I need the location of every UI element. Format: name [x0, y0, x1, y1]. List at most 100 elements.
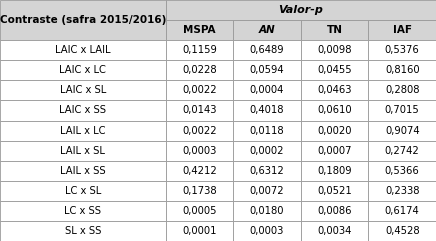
Text: LC x SS: LC x SS: [65, 206, 101, 216]
Bar: [0, 40, 166, 60]
Text: SL x SS: SL x SS: [65, 226, 101, 236]
Text: 0,2808: 0,2808: [385, 85, 419, 95]
Bar: [301, 141, 368, 161]
Bar: [233, 40, 301, 60]
Bar: [166, 80, 233, 100]
Text: 0,4018: 0,4018: [250, 106, 284, 115]
Text: 0,1738: 0,1738: [182, 186, 217, 196]
Text: 0,0455: 0,0455: [317, 65, 352, 75]
Text: 0,0003: 0,0003: [182, 146, 217, 156]
Bar: [166, 100, 233, 120]
Text: 0,7015: 0,7015: [385, 106, 419, 115]
Text: LAIC x SL: LAIC x SL: [60, 85, 106, 95]
Text: 0,6174: 0,6174: [385, 206, 419, 216]
Text: LAIL x SS: LAIL x SS: [60, 166, 106, 176]
Bar: [0, 221, 166, 241]
Bar: [233, 60, 301, 80]
Bar: [368, 60, 436, 80]
Bar: [368, 40, 436, 60]
Text: 0,0022: 0,0022: [182, 126, 217, 135]
Bar: [301, 201, 368, 221]
Bar: [166, 181, 233, 201]
Text: 0,0610: 0,0610: [317, 106, 352, 115]
Text: TN: TN: [327, 25, 343, 35]
Bar: [368, 100, 436, 120]
Bar: [301, 120, 368, 141]
Bar: [0, 161, 166, 181]
Text: Valor-p: Valor-p: [279, 5, 323, 15]
Text: 0,0228: 0,0228: [182, 65, 217, 75]
Bar: [368, 161, 436, 181]
Bar: [166, 0, 436, 20]
Bar: [0, 80, 166, 100]
Text: 0,0463: 0,0463: [317, 85, 352, 95]
Text: LAIC x SS: LAIC x SS: [59, 106, 106, 115]
Text: 0,4212: 0,4212: [182, 166, 217, 176]
Bar: [166, 141, 233, 161]
Text: LAIL x SL: LAIL x SL: [61, 146, 105, 156]
Text: 0,0002: 0,0002: [250, 146, 284, 156]
Bar: [301, 100, 368, 120]
Bar: [0, 201, 166, 221]
Bar: [0, 181, 166, 201]
Text: LAIL x LC: LAIL x LC: [60, 126, 106, 135]
Bar: [301, 221, 368, 241]
Bar: [233, 161, 301, 181]
Bar: [368, 201, 436, 221]
Text: 0,0001: 0,0001: [182, 226, 217, 236]
Text: 0,0020: 0,0020: [317, 126, 352, 135]
Bar: [368, 120, 436, 141]
Bar: [0, 120, 166, 141]
Text: 0,0004: 0,0004: [250, 85, 284, 95]
Text: 0,0098: 0,0098: [317, 45, 352, 55]
Text: 0,0034: 0,0034: [317, 226, 352, 236]
Text: 0,0007: 0,0007: [317, 146, 352, 156]
Bar: [233, 100, 301, 120]
Bar: [368, 80, 436, 100]
Text: 0,5366: 0,5366: [385, 166, 419, 176]
Bar: [233, 141, 301, 161]
Bar: [368, 181, 436, 201]
Text: 0,0003: 0,0003: [250, 226, 284, 236]
Bar: [233, 221, 301, 241]
Bar: [368, 141, 436, 161]
Bar: [233, 181, 301, 201]
Bar: [233, 120, 301, 141]
Bar: [368, 221, 436, 241]
Text: 0,6489: 0,6489: [250, 45, 284, 55]
Bar: [368, 20, 436, 40]
Text: 0,2338: 0,2338: [385, 186, 419, 196]
Bar: [0, 141, 166, 161]
Text: AN: AN: [259, 25, 276, 35]
Text: 0,9074: 0,9074: [385, 126, 419, 135]
Bar: [301, 181, 368, 201]
Bar: [233, 201, 301, 221]
Bar: [301, 80, 368, 100]
Bar: [166, 60, 233, 80]
Bar: [0, 0, 166, 40]
Bar: [0, 60, 166, 80]
Text: MSPA: MSPA: [183, 25, 216, 35]
Text: IAF: IAF: [393, 25, 412, 35]
Text: 0,2742: 0,2742: [385, 146, 419, 156]
Bar: [166, 40, 233, 60]
Text: LC x SL: LC x SL: [65, 186, 101, 196]
Text: 0,0180: 0,0180: [250, 206, 284, 216]
Text: 0,0594: 0,0594: [250, 65, 284, 75]
Text: 0,0143: 0,0143: [182, 106, 217, 115]
Text: 0,6312: 0,6312: [250, 166, 284, 176]
Bar: [166, 221, 233, 241]
Bar: [301, 60, 368, 80]
Bar: [166, 120, 233, 141]
Bar: [301, 161, 368, 181]
Text: LAIC x LAIL: LAIC x LAIL: [55, 45, 111, 55]
Bar: [233, 80, 301, 100]
Bar: [233, 20, 301, 40]
Text: 0,1809: 0,1809: [317, 166, 352, 176]
Text: 0,0118: 0,0118: [250, 126, 284, 135]
Bar: [0, 100, 166, 120]
Text: 0,0005: 0,0005: [182, 206, 217, 216]
Bar: [301, 20, 368, 40]
Bar: [166, 20, 233, 40]
Bar: [301, 40, 368, 60]
